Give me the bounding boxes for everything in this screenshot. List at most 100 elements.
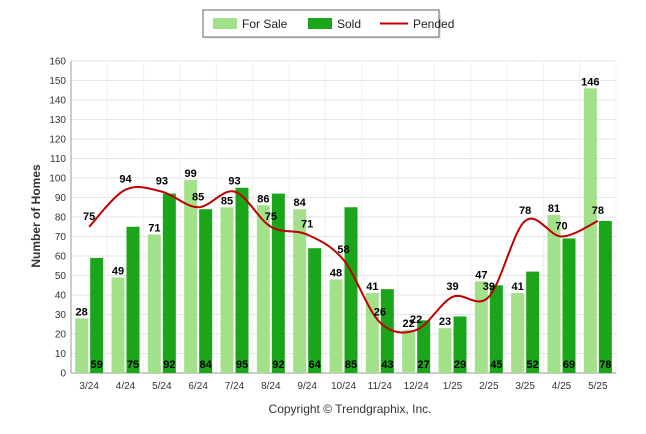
sold-data-label: 84: [200, 359, 213, 371]
sold-data-label: 78: [599, 359, 611, 371]
x-tick-label: 9/24: [297, 381, 317, 392]
sold-bar: [489, 285, 503, 373]
for-sale-data-label: 22: [403, 318, 415, 330]
sold-bar: [453, 316, 467, 373]
pended-data-label: 75: [83, 211, 95, 223]
y-tick-label: 60: [55, 252, 67, 263]
pended-data-label: 85: [192, 191, 204, 203]
sold-data-label: 29: [454, 359, 466, 371]
y-tick-label: 110: [50, 154, 66, 165]
pended-data-label: 75: [265, 211, 277, 223]
sold-bar: [90, 257, 104, 373]
for-sale-data-label: 85: [221, 195, 233, 207]
sold-data-label: 52: [527, 359, 539, 371]
for-sale-bar: [75, 318, 89, 373]
y-axis-label: Number of Homes: [29, 164, 43, 268]
for-sale-bar: [511, 293, 525, 373]
sold-bar: [526, 271, 540, 373]
for-sale-data-label: 41: [366, 281, 378, 293]
bars: [75, 88, 612, 374]
for-sale-data-label: 48: [330, 267, 342, 279]
sold-data-label: 64: [309, 359, 322, 371]
for-sale-bar: [256, 205, 270, 373]
pended-data-label: 78: [592, 205, 604, 217]
y-tick-label: 150: [49, 76, 66, 87]
legend-item-sold-label: Sold: [337, 17, 361, 31]
sold-data-label: 95: [236, 359, 248, 371]
pended-line-layer: [88, 185, 599, 334]
for-sale-data-label: 49: [112, 265, 124, 277]
pended-data-label: 94: [119, 174, 132, 186]
sold-bar: [235, 187, 249, 373]
y-tick-label: 70: [55, 232, 67, 243]
sold-data-label: 92: [272, 359, 284, 371]
y-tick-label: 140: [49, 96, 66, 107]
x-tick-label: 5/25: [588, 381, 608, 392]
y-tick-label: 10: [55, 349, 67, 360]
x-tick-label: 1/25: [443, 381, 463, 392]
x-tick-label: 6/24: [188, 381, 208, 392]
pended-data-label: 93: [228, 176, 240, 188]
y-tick-label: 20: [55, 330, 67, 341]
data-labels: 28 59 49 75 71 92 99 84 85 95 86 92 84 64 48 85 41 43 22 27…: [76, 76, 612, 371]
sold-bar: [562, 238, 576, 373]
y-tick-label: 0: [60, 369, 66, 380]
y-tick-label: 120: [49, 135, 66, 146]
x-tick-label: 3/24: [79, 381, 99, 392]
pended-data-label: 71: [301, 219, 313, 231]
sold-bar: [344, 207, 358, 373]
for-sale-bar: [474, 281, 488, 373]
sold-data-label: 69: [563, 359, 575, 371]
x-tick-label: 4/24: [116, 381, 136, 392]
for-sale-bar: [547, 215, 561, 373]
y-tick-label: 160: [49, 57, 66, 68]
pended-line: [88, 185, 599, 334]
sold-bar: [271, 193, 285, 373]
for-sale-bar: [220, 207, 234, 373]
legend-item-sold-swatch: [308, 18, 332, 29]
x-tick-label: 5/24: [152, 381, 172, 392]
for-sale-data-label: 86: [257, 193, 269, 205]
y-tick-label: 40: [55, 291, 67, 302]
pended-data-label: 22: [410, 314, 422, 326]
for-sale-bar: [293, 209, 307, 373]
legend-item-pended-label: Pended: [413, 17, 454, 31]
pended-data-label: 78: [519, 205, 531, 217]
y-tick-label: 30: [55, 310, 67, 321]
sold-data-label: 85: [345, 359, 357, 371]
for-sale-bar: [583, 88, 597, 374]
x-tick-label: 4/25: [552, 381, 572, 392]
for-sale-data-label: 146: [581, 76, 599, 88]
sold-data-label: 75: [127, 359, 139, 371]
y-tick-label: 90: [55, 193, 67, 204]
sold-bar: [417, 320, 431, 373]
sold-bar: [126, 226, 140, 373]
axes: 0 10 20 30 40 50 60 70 80 90 100 110 120 130 140 150 160…: [49, 57, 616, 392]
sold-bar: [598, 220, 612, 373]
x-tick-label: 2/25: [479, 381, 499, 392]
sold-bar: [162, 193, 176, 373]
pended-data-label: 26: [374, 306, 386, 318]
legend: For Sale Sold Pended: [202, 9, 454, 39]
y-tick-label: 50: [55, 271, 67, 282]
for-sale-bar: [184, 179, 198, 373]
for-sale-bar: [147, 234, 161, 373]
sold-bar: [308, 248, 322, 373]
for-sale-data-label: 23: [439, 316, 451, 328]
copyright-text: Copyright © Trendgraphix, Inc.: [269, 402, 432, 416]
pended-data-label: 58: [337, 244, 349, 256]
legend-item-for-sale-label: For Sale: [242, 17, 288, 31]
x-tick-label: 11/24: [368, 381, 393, 392]
for-sale-bar: [111, 277, 125, 373]
for-sale-bar: [402, 330, 416, 373]
pended-data-label: 93: [156, 176, 168, 188]
for-sale-data-label: 41: [512, 281, 524, 293]
for-sale-data-label: 81: [548, 203, 560, 215]
x-tick-label: 7/24: [225, 381, 245, 392]
pended-data-label: 39: [446, 281, 458, 293]
sold-data-label: 45: [490, 359, 502, 371]
sold-data-label: 43: [381, 359, 393, 371]
x-tick-label: 12/24: [404, 381, 429, 392]
